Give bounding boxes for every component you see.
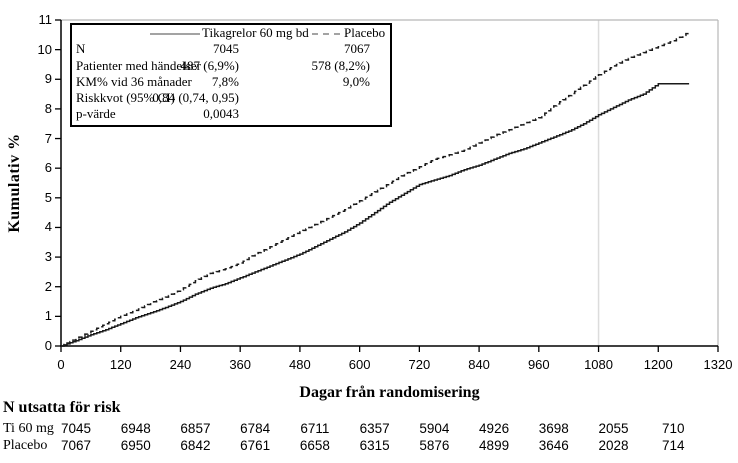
risk-table-title: N utsatta för risk (3, 399, 121, 416)
stat-value: 0,0043 (203, 106, 239, 122)
risk-count-cell: 5876 (419, 438, 450, 453)
y-tick-label: 4 (44, 219, 52, 235)
x-tick-label: 1200 (643, 357, 673, 372)
risk-count-cell: 2028 (598, 438, 629, 453)
stat-label: KM% vid 36 månader (76, 73, 192, 89)
x-axis-title: Dagar från randomisering (299, 384, 480, 401)
stat-value-placebo: 7067 (344, 41, 370, 57)
dashed-line-sample (312, 33, 340, 35)
solid-line-sample (150, 33, 200, 35)
y-tick-label: 10 (37, 41, 52, 57)
stats-row-km36: KM% vid 36 månader 7,8% 9,0% (72, 74, 390, 90)
risk-count-cell: 6950 (120, 438, 151, 453)
risk-row-label-ticagrelor: Ti 60 mg (3, 421, 54, 436)
stat-value-placebo: 578 (8,2%) (311, 57, 371, 73)
x-tick-label: 120 (109, 357, 132, 372)
stats-row-pvalue: p-värde 0,0043 (72, 106, 390, 122)
risk-count-cell: 714 (662, 438, 685, 453)
x-tick-label: 1320 (703, 357, 733, 372)
stat-label: Patienter med händelser (76, 57, 201, 73)
stat-value: 0,84 (0,74, 0,95) (152, 90, 239, 106)
stat-label: N (76, 41, 86, 57)
risk-count-cell: 6315 (359, 438, 390, 453)
y-tick-label: 6 (44, 160, 52, 176)
x-tick-label: 480 (289, 357, 311, 372)
risk-count-cell: 5904 (419, 421, 450, 436)
risk-count-cell: 3698 (538, 421, 569, 436)
risk-count-cell: 7045 (60, 421, 92, 436)
risk-count-cell: 7067 (60, 438, 92, 453)
risk-count-cell: 4899 (479, 438, 510, 453)
x-tick-label: 960 (527, 357, 550, 372)
risk-count-cell: 6658 (299, 438, 330, 453)
risk-row-label-placebo: Placebo (3, 438, 48, 453)
stats-legend-box: Tikagrelor 60 mg bd Placebo N 7045 7067 … (70, 23, 392, 127)
stat-value-ticagrelor: 7,8% (211, 73, 239, 89)
y-tick-label: 0 (44, 338, 52, 353)
risk-count-cell: 3646 (538, 438, 569, 453)
x-tick-label: 240 (169, 357, 192, 372)
y-tick-label: 5 (44, 189, 52, 205)
stat-value-placebo: 9,0% (342, 73, 370, 89)
risk-count-cell: 6357 (359, 421, 390, 436)
y-tick-label: 2 (44, 278, 52, 294)
y-tick-label: 11 (38, 12, 53, 27)
x-tick-label: 720 (408, 357, 431, 372)
y-tick-label: 3 (44, 249, 52, 265)
stat-label: p-värde (76, 106, 116, 122)
stat-value-ticagrelor: 487 (6,9%) (180, 57, 240, 73)
legend-series2-label: Placebo (344, 25, 386, 40)
risk-count-cell: 4926 (479, 421, 510, 436)
y-tick-label: 1 (44, 308, 52, 324)
series-curve-placebo (61, 31, 690, 347)
risk-count-cell: 6784 (240, 421, 271, 436)
stats-row-hazard-ratio: Riskkvot (95% CI) 0,84 (0,74, 0,95) (72, 90, 390, 106)
x-tick-label: 600 (348, 357, 371, 372)
stats-row-events: Patienter med händelser 487 (6,9%) 578 (… (72, 58, 390, 74)
legend-series-row: Tikagrelor 60 mg bd Placebo (72, 25, 390, 41)
risk-count-cell: 6711 (300, 421, 330, 436)
stat-value-ticagrelor: 7045 (213, 41, 239, 57)
risk-count-cell: 6761 (240, 438, 271, 453)
y-tick-label: 7 (44, 130, 52, 146)
stats-row-n: N 7045 7067 (72, 41, 390, 57)
risk-count-cell: 710 (662, 421, 685, 436)
x-tick-label: 0 (57, 357, 65, 372)
y-tick-label: 9 (44, 71, 52, 87)
stat-label: Riskkvot (95% CI) (76, 90, 175, 106)
x-tick-label: 840 (468, 357, 490, 372)
risk-count-cell: 6948 (120, 421, 151, 436)
series-curve-ticagrelor (61, 82, 690, 347)
risk-count-cell: 6842 (180, 438, 211, 453)
risk-count-cell: 2055 (598, 421, 629, 436)
x-tick-label: 360 (229, 357, 252, 372)
legend-series1-label: Tikagrelor 60 mg bd (202, 25, 309, 40)
x-tick-label: 1080 (584, 357, 613, 372)
risk-count-cell: 6857 (180, 421, 211, 436)
y-tick-label: 8 (44, 100, 52, 116)
